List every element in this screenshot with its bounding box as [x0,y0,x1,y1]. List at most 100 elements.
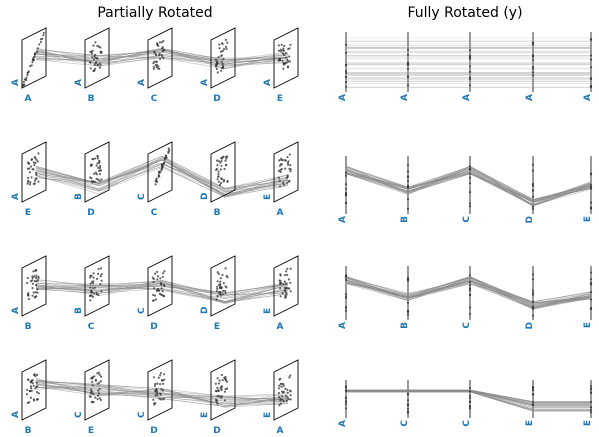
data-point [27,297,31,301]
data-point [278,164,281,167]
data-point [29,396,32,399]
data-point [278,159,281,162]
data-point [32,398,36,401]
data-point [92,393,95,396]
data-point [158,41,161,44]
vertical-axis-label: A [200,79,210,86]
data-point [216,295,219,298]
axis-point [531,403,535,407]
data-point [287,160,290,163]
data-point [283,289,286,292]
scatter-panel: ED [200,359,236,436]
data-point [215,64,218,67]
vertical-axis-label: D [200,307,210,314]
data-point [282,183,285,186]
data-point [89,395,92,398]
axis-point [468,312,472,315]
parallel-axis-label: E [583,420,593,426]
data-point [288,287,291,290]
data-point [155,60,158,64]
data-point [99,267,103,270]
data-point [214,389,217,393]
vertical-axis-label: C [74,411,84,418]
data-point [91,380,94,383]
axis-point [589,173,593,176]
data-point [36,47,40,50]
connector-line [35,386,289,397]
scatter-panel: CC [137,141,173,218]
axis-point [468,55,472,58]
data-point [279,281,282,285]
data-point [152,67,155,71]
data-point [35,269,38,272]
vertical-axis-label: B [74,307,84,314]
parallel-axis-label: E [525,420,535,426]
data-point [37,180,40,183]
data-point [33,156,36,159]
data-point [285,270,288,273]
data-point [155,177,158,180]
panel-frame [210,141,236,203]
data-point [97,267,100,271]
data-point [161,275,164,278]
data-point [162,294,166,297]
panel-frame [273,359,299,421]
axis-point [589,411,593,414]
data-point [282,49,285,52]
axis-point [468,281,472,284]
data-point [26,73,29,77]
data-point [220,69,223,72]
data-point [288,376,291,379]
data-point [281,292,284,295]
data-point [281,398,284,401]
data-point [91,282,94,285]
data-point [219,168,222,171]
axis-point [589,308,593,311]
data-point [32,56,36,59]
data-point [25,76,28,79]
horizontal-axis-label: E [88,426,94,436]
axis-point [531,55,535,59]
axis-point [468,70,472,73]
data-point [286,391,289,394]
data-point [23,78,26,81]
data-point [162,382,165,385]
data-point [36,385,39,388]
data-point [26,182,29,185]
data-point [26,401,29,404]
vertical-axis-label: C [137,193,147,200]
data-point [93,286,97,289]
axis-point [468,390,472,393]
axis-point [589,391,593,394]
vertical-axis-label: A [11,79,21,86]
axis-point [468,172,472,175]
axis-point [531,195,535,198]
axis-point [468,405,472,408]
data-point [31,382,34,385]
data-point [152,293,155,297]
data-point [25,393,29,396]
data-point [282,283,285,286]
data-point [167,150,170,153]
vertical-axis-label: C [137,307,147,314]
axis-point [468,274,472,277]
data-point [286,163,290,166]
data-point [93,157,97,160]
data-point [158,54,161,57]
data-point [217,388,220,391]
data-point [97,293,100,296]
data-point [289,389,292,392]
data-point [31,287,34,290]
data-point [223,376,226,379]
data-point [92,276,95,279]
data-point [282,384,285,387]
data-point [27,71,30,74]
data-point [98,397,101,400]
data-point [161,290,164,293]
data-point [223,167,226,171]
data-point [96,157,99,160]
data-point [30,379,34,382]
data-point [221,49,224,53]
axis-point [406,410,410,413]
data-point [31,61,34,64]
